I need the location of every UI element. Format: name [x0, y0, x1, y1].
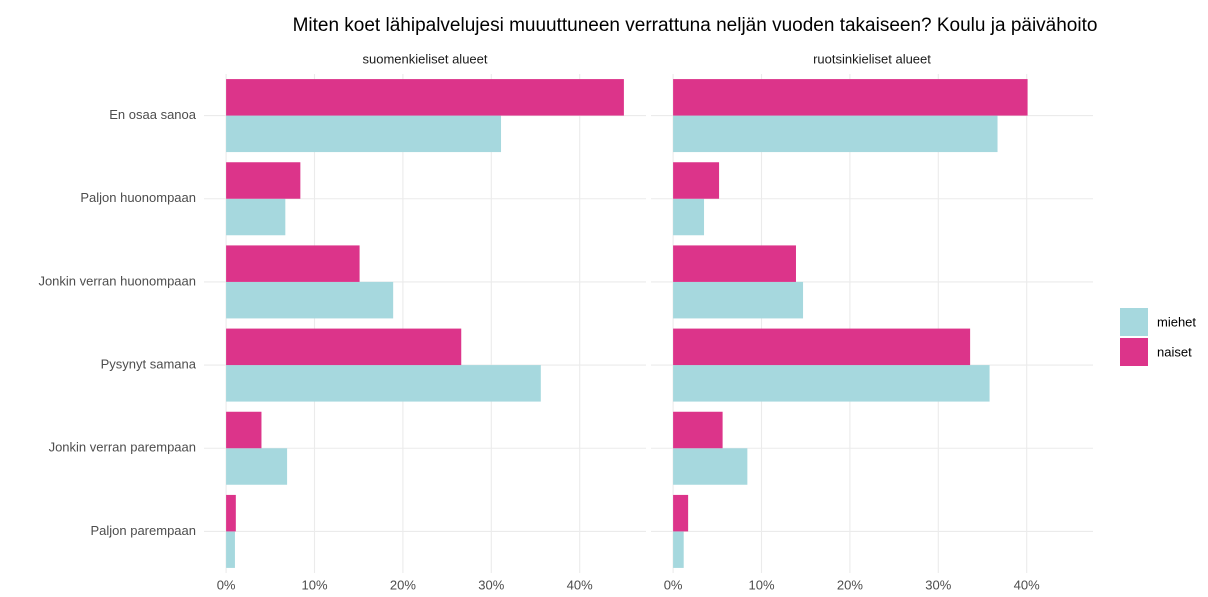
x-tick-label: 20%: [390, 577, 416, 592]
x-tick-label: 30%: [925, 577, 951, 592]
bar: [673, 79, 1028, 116]
bar: [226, 198, 286, 236]
bar: [673, 328, 971, 366]
bar: [673, 411, 723, 449]
legend-label: miehet: [1157, 314, 1196, 329]
bar: [673, 531, 684, 568]
x-tick-label: 40%: [567, 577, 593, 592]
bar: [673, 365, 990, 402]
bar: [226, 245, 360, 282]
bar: [673, 494, 689, 532]
x-tick-label: 30%: [478, 577, 504, 592]
y-tick-label: Paljon parempaan: [90, 523, 196, 538]
bar: [226, 281, 394, 319]
y-tick-label: Jonkin verran parempaan: [49, 440, 196, 455]
x-tick-label: 0%: [664, 577, 683, 592]
y-tick-label: Jonkin verran huonompaan: [38, 273, 196, 288]
bar: [226, 365, 541, 402]
y-tick-label: En osaa sanoa: [109, 107, 197, 122]
bar: [226, 531, 235, 568]
bar: [673, 448, 748, 485]
x-tick-label: 10%: [748, 577, 774, 592]
bar: [226, 448, 288, 485]
y-tick-label: Paljon huonompaan: [80, 190, 196, 205]
legend-key: [1120, 338, 1148, 366]
bar: [673, 281, 804, 319]
bar: [226, 411, 262, 449]
x-tick-label: 40%: [1014, 577, 1040, 592]
x-tick-label: 10%: [301, 577, 327, 592]
bar: [226, 494, 236, 532]
legend-label: naiset: [1157, 344, 1192, 359]
bar: [673, 162, 720, 199]
chart-title: Miten koet lähipalvelujesi muuuttuneen v…: [293, 15, 1098, 36]
bar: [673, 115, 998, 153]
bar: [673, 245, 796, 282]
bar: [226, 162, 301, 199]
facet-title: suomenkieliset alueet: [362, 51, 487, 66]
x-tick-label: 0%: [217, 577, 236, 592]
legend-key: [1120, 308, 1148, 336]
x-tick-label: 20%: [837, 577, 863, 592]
bar: [226, 328, 462, 366]
bar: [673, 198, 705, 236]
bar: [226, 115, 502, 153]
y-tick-label: Pysynyt samana: [101, 357, 197, 372]
bar: [226, 79, 624, 116]
facet-title: ruotsinkieliset alueet: [813, 51, 931, 66]
